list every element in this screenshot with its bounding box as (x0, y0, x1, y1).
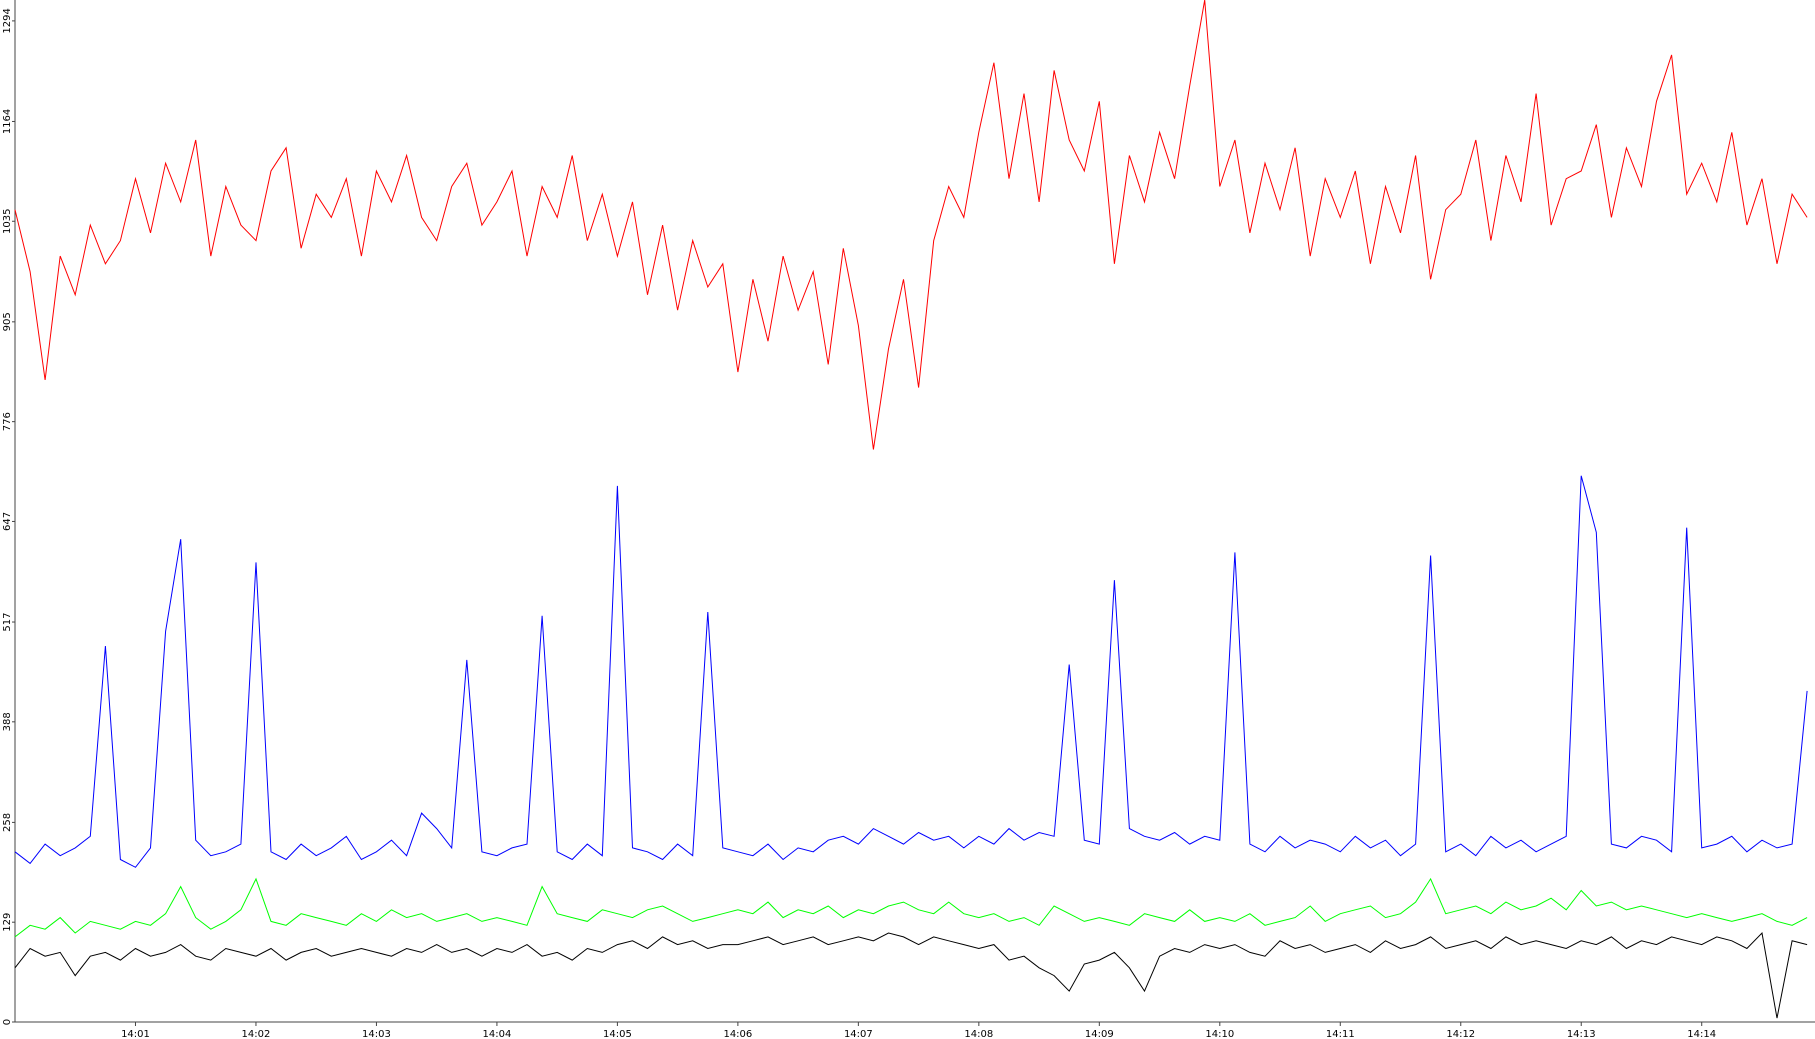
x-tick-label: 14:03 (362, 1029, 391, 1039)
series-line (14, 877, 1808, 938)
y-tick-label: 0 (2, 1019, 13, 1025)
y-tick-label: 1164 (2, 109, 13, 134)
y-tick-label: 129 (2, 913, 13, 932)
y-tick-label: 647 (2, 512, 13, 531)
x-tick-label: 14:14 (1687, 1029, 1716, 1039)
y-tick-label: 905 (2, 312, 13, 331)
y-tick-label: 776 (2, 412, 13, 431)
x-tick-label: 14:10 (1205, 1029, 1234, 1039)
y-tick-label: 1294 (2, 8, 13, 33)
series-line (14, 931, 1808, 1019)
series-line (14, 475, 1808, 868)
x-tick-label: 14:11 (1326, 1029, 1355, 1039)
y-tick-label: 1035 (2, 209, 13, 234)
x-tick-label: 14:12 (1446, 1029, 1475, 1039)
y-tick-label: 388 (2, 712, 13, 731)
x-tick-label: 14:05 (603, 1029, 632, 1039)
x-tick-label: 14:08 (964, 1029, 993, 1039)
x-tick-label: 14:02 (242, 1029, 271, 1039)
y-tick-label: 258 (2, 813, 13, 832)
x-tick-label: 14:04 (483, 1029, 512, 1039)
series-line (14, 0, 1808, 450)
x-tick-label: 14:13 (1567, 1029, 1596, 1039)
x-tick-label: 14:09 (1085, 1029, 1114, 1039)
x-tick-label: 14:01 (121, 1029, 150, 1039)
x-tick-label: 14:06 (723, 1029, 752, 1039)
x-tick-label: 14:07 (844, 1029, 873, 1039)
y-tick-label: 517 (2, 612, 13, 631)
